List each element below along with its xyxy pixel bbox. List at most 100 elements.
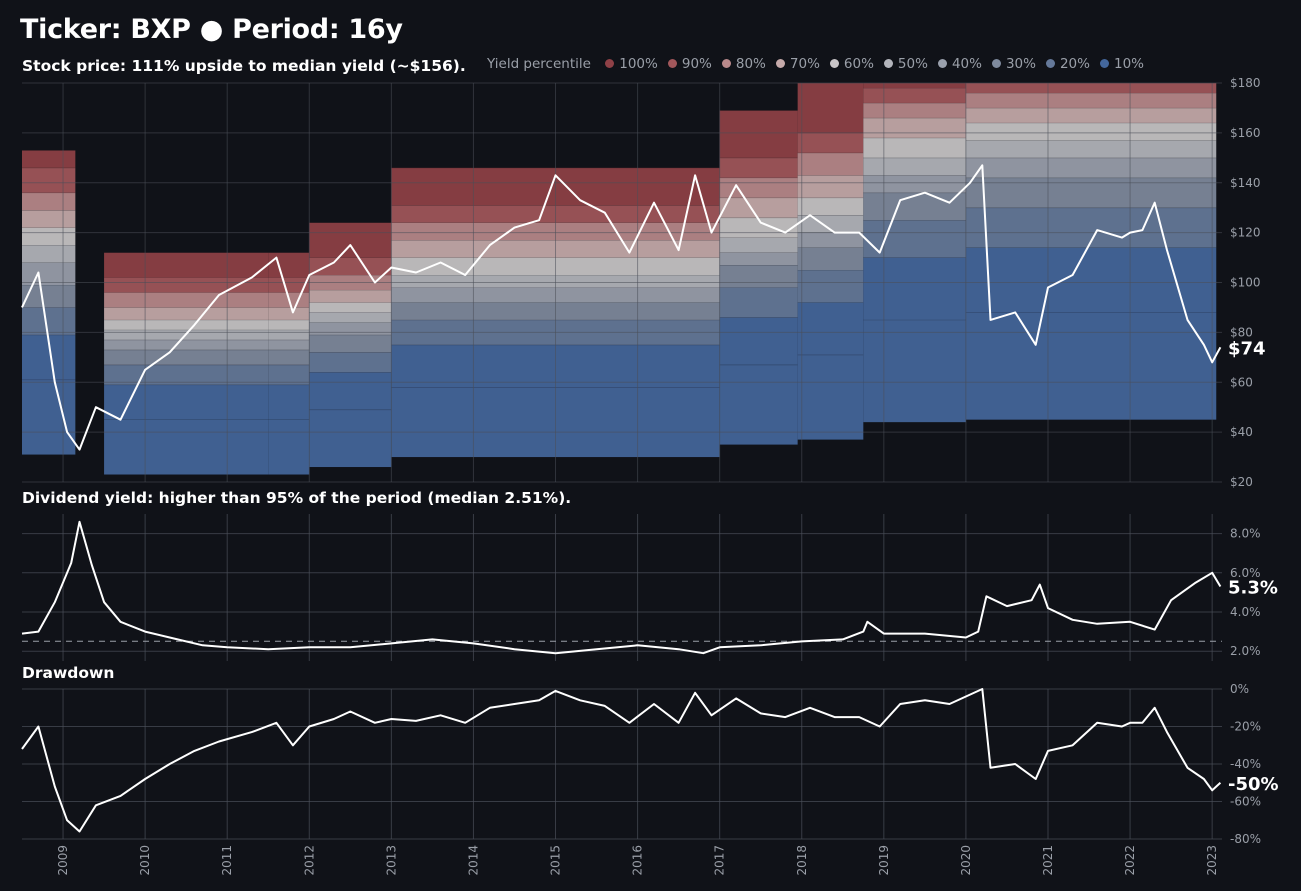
yield-band-group (22, 82, 1217, 475)
y-tick-label: 2.0% (1230, 644, 1261, 658)
y-tick-label: 8.0% (1230, 527, 1261, 541)
last-value-label: $74 (1228, 338, 1266, 359)
yield-band (104, 292, 269, 308)
yield-band (797, 270, 864, 303)
x-tick-label: 2021 (1041, 845, 1055, 876)
yield-band (863, 87, 966, 103)
yield-band (22, 245, 76, 263)
yield-band (965, 157, 1217, 178)
y-tick-label: $120 (1230, 226, 1261, 240)
drawdown-panel-subtitle: Drawdown (22, 664, 115, 682)
yield-band (965, 312, 1217, 420)
x-tick-label: 2017 (713, 845, 727, 876)
price-panel-subtitle: Stock price: 111% upside to median yield… (22, 57, 466, 75)
yield-band (268, 277, 310, 293)
yield-band (22, 150, 76, 168)
yield-band (268, 364, 310, 385)
yield-band (797, 152, 864, 176)
legend-swatch (1099, 59, 1109, 68)
legend-title: Yield percentile (487, 56, 591, 72)
yield-band (965, 140, 1217, 158)
legend-item: 80% (721, 56, 766, 72)
yield-band (965, 247, 1217, 313)
y-tick-label: -60% (1230, 795, 1261, 809)
y-tick-label: -40% (1230, 757, 1261, 771)
yield-band (104, 277, 269, 293)
x-tick-label: 2013 (384, 845, 398, 876)
x-tick-label: 2010 (138, 845, 152, 876)
yield-band (797, 247, 864, 271)
y-tick-label: $80 (1230, 325, 1253, 339)
x-tick-label: 2018 (795, 845, 809, 876)
legend-swatch (937, 59, 947, 68)
yield-band (797, 354, 864, 440)
legend-swatch (605, 59, 615, 68)
yield-band (309, 322, 392, 335)
series-line (21, 164, 1222, 451)
yield-band (309, 312, 392, 323)
yield-band (268, 319, 310, 330)
yield-band (22, 227, 76, 246)
yield-band (797, 132, 864, 153)
yield-band (863, 102, 966, 118)
legend-label: 60% (843, 56, 874, 72)
yield-band (863, 175, 966, 193)
yield-percentile-legend: Yield percentile 100% 90% 80% 70% 60% 50% 40% 3… (487, 56, 1144, 72)
yield-band (797, 232, 864, 248)
legend-item: 100% (605, 56, 658, 72)
legend-swatch (991, 59, 1001, 68)
yield-band (719, 237, 798, 253)
x-tick-label: 2015 (549, 845, 563, 876)
yield-band (965, 107, 1217, 123)
yield-band (268, 419, 310, 475)
yield-band (797, 197, 864, 216)
yield-band (863, 117, 966, 138)
legend-item: 70% (775, 56, 820, 72)
yield-band (719, 317, 798, 365)
yield-band (268, 349, 310, 365)
yield-band (719, 287, 798, 318)
legend-item: 50% (883, 56, 928, 72)
x-tick-label: 2011 (220, 845, 234, 876)
y-tick-label: $40 (1230, 425, 1253, 439)
yield-band (104, 307, 269, 320)
yield-band (22, 307, 76, 335)
yield-band (22, 210, 76, 228)
yield-band (797, 302, 864, 355)
x-tick-label: 2019 (877, 845, 891, 876)
yield-band (719, 110, 798, 158)
series-line (21, 520, 1222, 655)
yield-band (104, 384, 269, 420)
yield-band (104, 349, 269, 365)
yield-band (22, 192, 76, 211)
y-tick-label: $180 (1230, 76, 1261, 90)
x-tick-label: 2014 (466, 845, 480, 876)
yield-band (22, 262, 76, 285)
y-tick-label: $100 (1230, 276, 1261, 290)
panel-1: 2.0% 4.0% 6.0% 8.0% 5.3% (21, 514, 1278, 661)
yield-band (309, 372, 392, 410)
yield-band (863, 319, 966, 423)
y-tick-label: $160 (1230, 126, 1261, 140)
legend-item: 60% (829, 56, 874, 72)
legend-item: 30% (991, 56, 1036, 72)
panel-0: $20 $40 $60 $80 $100 $120 $140 $160 $180 $74 (21, 76, 1266, 489)
legend-label: 10% (1113, 56, 1144, 72)
legend-item: 90% (667, 56, 712, 72)
legend-swatch (829, 59, 839, 68)
legend-swatch (721, 59, 731, 68)
y-tick-label: -20% (1230, 720, 1261, 734)
yield-band (104, 419, 269, 475)
y-tick-label: 0% (1230, 682, 1249, 696)
yield-band (268, 307, 310, 320)
x-axis: 2009 2010 2011 2012 2013 2014 2015 2016 2017 2018… (56, 845, 1219, 876)
x-tick-label: 2022 (1123, 845, 1137, 876)
legend-label: 80% (735, 56, 766, 72)
x-tick-label: 2012 (302, 845, 316, 876)
yield-band (863, 83, 966, 88)
y-tick-label: 6.0% (1230, 566, 1261, 580)
panel-2: -80% -60% -40% -20% 0% -50% (21, 682, 1279, 846)
legend-label: 90% (681, 56, 712, 72)
yield-band (863, 137, 966, 158)
legend-label: 30% (1005, 56, 1036, 72)
